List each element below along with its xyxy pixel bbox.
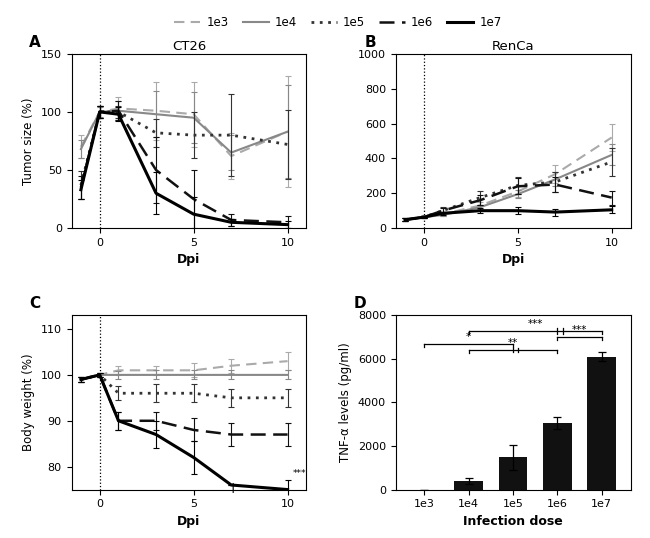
Y-axis label: Body weight (%): Body weight (%)	[22, 353, 35, 451]
X-axis label: Dpi: Dpi	[501, 253, 525, 266]
X-axis label: Infection dose: Infection dose	[463, 515, 563, 528]
Text: B: B	[365, 35, 377, 50]
Text: *: *	[466, 332, 471, 342]
Text: C: C	[29, 296, 40, 312]
X-axis label: Dpi: Dpi	[177, 253, 201, 266]
Title: CT26: CT26	[172, 40, 206, 53]
X-axis label: Dpi: Dpi	[177, 515, 201, 528]
Text: **: **	[508, 338, 518, 348]
Y-axis label: Tumor size (%): Tumor size (%)	[22, 97, 35, 185]
Bar	[454, 482, 483, 490]
Text: A: A	[29, 35, 41, 50]
Bar	[499, 457, 527, 490]
Text: ***: ***	[528, 319, 543, 329]
Legend: 1e3, 1e4, 1e5, 1e6, 1e7: 1e3, 1e4, 1e5, 1e6, 1e7	[170, 11, 506, 34]
Text: D: D	[354, 296, 366, 312]
Bar	[588, 357, 616, 490]
Y-axis label: TNF-α levels (pg/ml): TNF-α levels (pg/ml)	[339, 343, 352, 462]
Text: †: †	[230, 481, 237, 494]
Text: ***: ***	[572, 325, 587, 335]
Title: RenCa: RenCa	[492, 40, 534, 53]
Bar	[543, 423, 572, 490]
Text: ***: ***	[293, 469, 307, 478]
